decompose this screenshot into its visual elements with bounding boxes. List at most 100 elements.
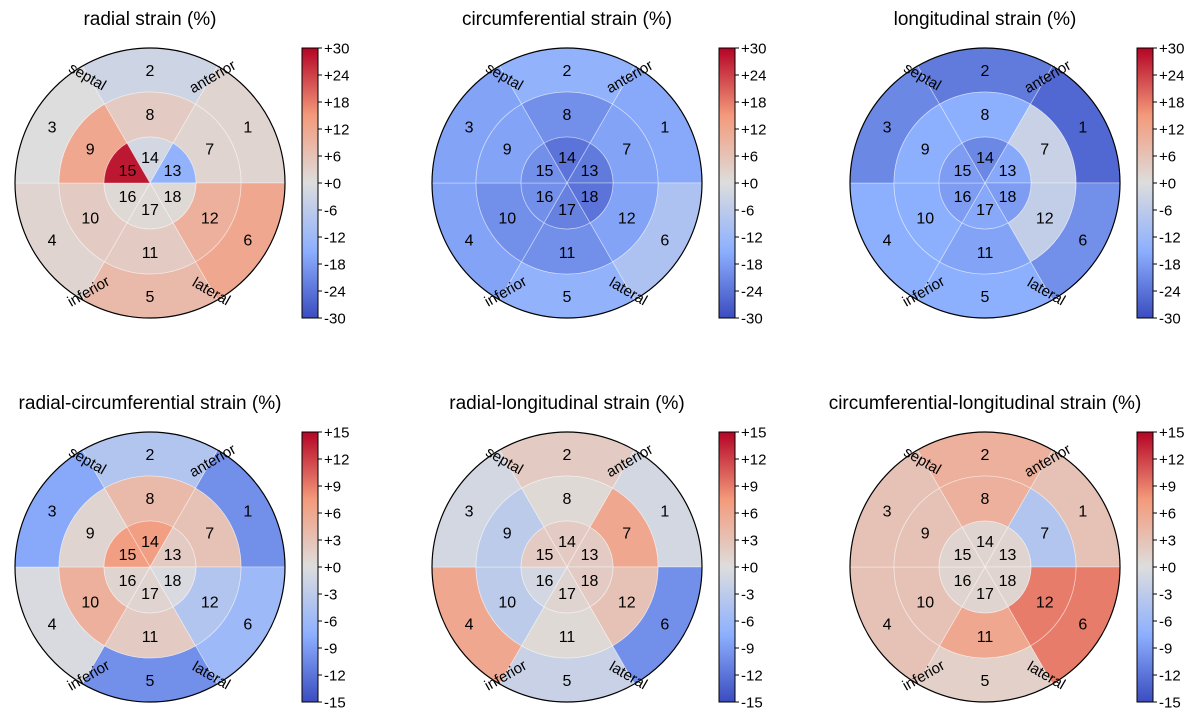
segment-label-15: 15 — [536, 163, 554, 180]
segment-16 — [103, 182, 151, 224]
segment-13 — [984, 526, 1032, 568]
segment-label-11: 11 — [142, 245, 159, 262]
segment-label-3: 3 — [465, 120, 474, 137]
colorbar-tick-label: +6 — [1159, 506, 1176, 523]
segment-label-14: 14 — [558, 534, 576, 551]
segment-13 — [149, 142, 197, 184]
colorbar-tick-label: +12 — [324, 122, 349, 139]
segment-label-13: 13 — [164, 547, 182, 564]
colorbar-tick-label: +9 — [324, 479, 341, 496]
colorbar-tick-label: -3 — [741, 587, 754, 604]
segment-14 — [543, 136, 591, 184]
colorbar-tick-label: -18 — [741, 257, 763, 274]
segment-17 — [961, 182, 1009, 230]
segment-label-18: 18 — [581, 189, 599, 206]
colorbar-tick-label: +0 — [324, 176, 341, 193]
segment-label-1: 1 — [243, 120, 252, 137]
colorbar-tick-label: -6 — [741, 614, 754, 631]
segment-label-1: 1 — [1078, 504, 1087, 521]
segment-16 — [938, 182, 986, 224]
segment-label-6: 6 — [1078, 233, 1087, 250]
segment-13 — [566, 526, 614, 568]
colorbar-tick-label: -12 — [1159, 230, 1181, 247]
chart-title: radial-longitudinal strain (%) — [449, 393, 685, 414]
colorbar-tick-label: +15 — [741, 425, 766, 442]
segment-label-9: 9 — [86, 526, 95, 543]
segment-label-7: 7 — [622, 142, 631, 159]
segment-label-9: 9 — [86, 142, 95, 159]
colorbar-tick-label: +18 — [324, 95, 349, 112]
segment-label-7: 7 — [1040, 142, 1049, 159]
segment-18 — [149, 182, 197, 224]
colorbar-tick-label: -12 — [1159, 668, 1181, 685]
colorbar-tick-label: -12 — [324, 668, 346, 685]
segment-label-3: 3 — [48, 120, 57, 137]
colorbar — [1136, 431, 1154, 703]
segment-label-7: 7 — [1040, 526, 1049, 543]
colorbar-tick-label: +15 — [324, 425, 349, 442]
chart-title: longitudinal strain (%) — [894, 9, 1077, 30]
colorbar-tick-label: -12 — [324, 230, 346, 247]
segment-label-3: 3 — [883, 120, 892, 137]
colorbar — [718, 431, 736, 703]
segment-label-16: 16 — [119, 573, 137, 590]
segment-label-5: 5 — [981, 673, 990, 690]
colorbar-tick-label: -12 — [741, 668, 763, 685]
segment-label-4: 4 — [883, 233, 892, 250]
segment-14 — [126, 520, 174, 568]
segment-label-16: 16 — [536, 189, 554, 206]
segment-13 — [566, 142, 614, 184]
segment-label-1: 1 — [1078, 120, 1087, 137]
colorbar-tick-label: +12 — [1159, 452, 1184, 469]
colorbar-tick-label: -9 — [324, 641, 337, 658]
segment-16 — [520, 566, 568, 608]
segment-label-3: 3 — [883, 504, 892, 521]
colorbar-tick-label: +24 — [741, 68, 766, 85]
bullseye-panel: radial-longitudinal strain (%)2165438712… — [431, 393, 766, 712]
segment-label-15: 15 — [119, 547, 137, 564]
colorbar-tick-label: +12 — [741, 122, 766, 139]
bullseye-panel: radial-circumferential strain (%)2165438… — [14, 393, 349, 712]
colorbar-tick-label: -9 — [1159, 641, 1172, 658]
segment-label-12: 12 — [618, 211, 636, 228]
segment-label-8: 8 — [146, 491, 155, 508]
segment-label-16: 16 — [954, 189, 972, 206]
segment-17 — [543, 566, 591, 614]
bullseye-outline — [14, 431, 286, 703]
colorbar-tick-label: -6 — [324, 203, 337, 220]
colorbar-tick-label: -15 — [324, 695, 346, 712]
colorbar-tick-label: -6 — [1159, 203, 1172, 220]
colorbar-tick-label: +0 — [741, 560, 758, 577]
colorbar-tick-label: -6 — [741, 203, 754, 220]
colorbar-tick-label: +15 — [1159, 425, 1184, 442]
bullseye-outline — [431, 431, 703, 703]
bullseye-outline — [14, 47, 286, 319]
segment-label-1: 1 — [660, 504, 669, 521]
colorbar-tick-label: +24 — [1159, 68, 1184, 85]
colorbar-tick-label: +30 — [324, 41, 349, 58]
segment-label-11: 11 — [977, 629, 994, 646]
segment-label-18: 18 — [581, 573, 599, 590]
chart-title: radial-circumferential strain (%) — [19, 393, 282, 414]
segment-label-8: 8 — [981, 107, 990, 124]
colorbar-tick-label: +0 — [324, 560, 341, 577]
segment-label-11: 11 — [559, 629, 576, 646]
colorbar-tick-label: -24 — [741, 284, 763, 301]
segment-16 — [938, 566, 986, 608]
chart-title: radial strain (%) — [83, 9, 216, 30]
segment-label-1: 1 — [243, 504, 252, 521]
colorbar-tick-label: +0 — [741, 176, 758, 193]
segment-label-14: 14 — [141, 534, 159, 551]
segment-label-2: 2 — [146, 447, 155, 464]
segment-label-10: 10 — [81, 211, 99, 228]
segment-15 — [103, 142, 151, 184]
segment-17 — [961, 566, 1009, 614]
segment-label-10: 10 — [498, 595, 516, 612]
segment-label-15: 15 — [954, 163, 972, 180]
segment-label-13: 13 — [581, 547, 599, 564]
segment-label-4: 4 — [48, 233, 57, 250]
segment-label-13: 13 — [999, 547, 1017, 564]
segment-label-5: 5 — [563, 289, 572, 306]
segment-label-17: 17 — [558, 202, 576, 219]
